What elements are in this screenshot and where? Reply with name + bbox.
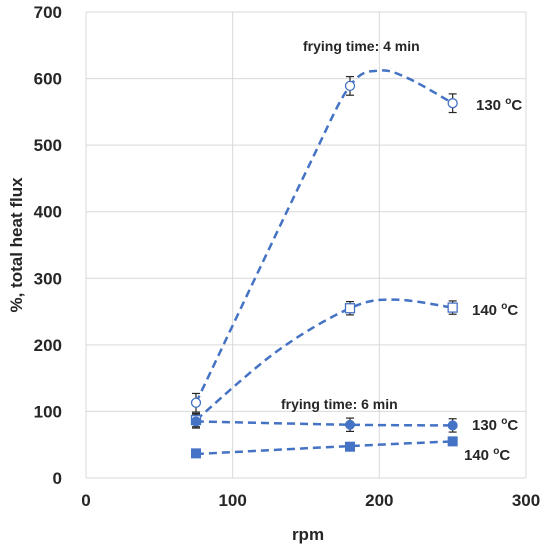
series-label-degree: o bbox=[505, 96, 511, 107]
series-label-degree: o bbox=[501, 416, 507, 427]
data-point-s6_130 bbox=[345, 419, 355, 430]
y-tick-label: 300 bbox=[34, 269, 62, 288]
series-label-temp: 130 bbox=[472, 417, 501, 434]
series-label-text: 130 oC bbox=[476, 96, 522, 114]
series-label-unit: C bbox=[507, 417, 518, 434]
data-point-s4_130 bbox=[447, 98, 458, 109]
y-tick-label: 700 bbox=[34, 3, 62, 22]
y-tick-label: 400 bbox=[34, 203, 62, 222]
series-label-s6_130: 130 oC bbox=[472, 416, 518, 434]
series-label-temp: 140 bbox=[464, 447, 493, 464]
annotation-frying-6min: frying time: 6 min bbox=[281, 396, 398, 412]
series-label-unit: C bbox=[507, 302, 518, 319]
data-point-s4_130 bbox=[190, 397, 202, 408]
data-point-s6_140 bbox=[345, 441, 355, 452]
y-tick-label: 200 bbox=[34, 336, 62, 355]
data-point-s4_140 bbox=[447, 302, 458, 313]
data-markers bbox=[190, 80, 458, 459]
data-point-s6_130 bbox=[191, 416, 201, 427]
series-label-text: 140 oC bbox=[472, 301, 518, 319]
fit-curve-s6_130 bbox=[195, 420, 453, 427]
y-axis-title: %, total heat flux bbox=[7, 177, 26, 313]
series-label-degree: o bbox=[493, 446, 499, 457]
series-label-temp: 130 bbox=[476, 97, 505, 114]
series-label-unit: C bbox=[511, 97, 522, 114]
series-label-text: 130 oC bbox=[472, 416, 518, 434]
series-label-s4_140: 140 oC bbox=[472, 301, 518, 319]
series-label-degree: o bbox=[501, 301, 507, 312]
x-axis-title: rpm bbox=[292, 525, 324, 544]
data-point-s4_130 bbox=[344, 80, 356, 92]
x-tick-label: 300 bbox=[512, 491, 540, 510]
annotation-frying-4min: frying time: 4 min bbox=[303, 38, 420, 54]
y-tick-label: 500 bbox=[34, 136, 62, 155]
fit-curve-s4_130 bbox=[194, 69, 454, 404]
series-label-unit: C bbox=[499, 447, 510, 464]
y-tick-label: 100 bbox=[34, 402, 62, 421]
x-tick-labels: 0 100 200 300 bbox=[81, 491, 540, 510]
series-label-s4_130: 130 oC bbox=[476, 96, 522, 114]
series-label-s6_140: 140 oC bbox=[464, 446, 510, 464]
series-label-temp: 140 bbox=[472, 302, 501, 319]
y-tick-label: 600 bbox=[34, 70, 62, 89]
x-tick-label: 100 bbox=[218, 491, 246, 510]
data-point-s6_140 bbox=[191, 448, 201, 459]
y-tick-label: 0 bbox=[53, 469, 62, 488]
series-label-text: 140 oC bbox=[464, 446, 510, 464]
x-tick-label: 0 bbox=[81, 491, 90, 510]
data-point-s6_140 bbox=[447, 436, 458, 447]
data-point-s4_140 bbox=[344, 303, 356, 314]
x-tick-label: 200 bbox=[365, 491, 393, 510]
grid bbox=[85, 11, 527, 479]
y-tick-labels: 0 100 200 300 400 500 600 700 bbox=[34, 3, 62, 488]
fit-curve-s4_140 bbox=[195, 298, 453, 422]
data-point-s6_130 bbox=[447, 420, 458, 431]
fit-curve-s6_140 bbox=[195, 440, 453, 456]
